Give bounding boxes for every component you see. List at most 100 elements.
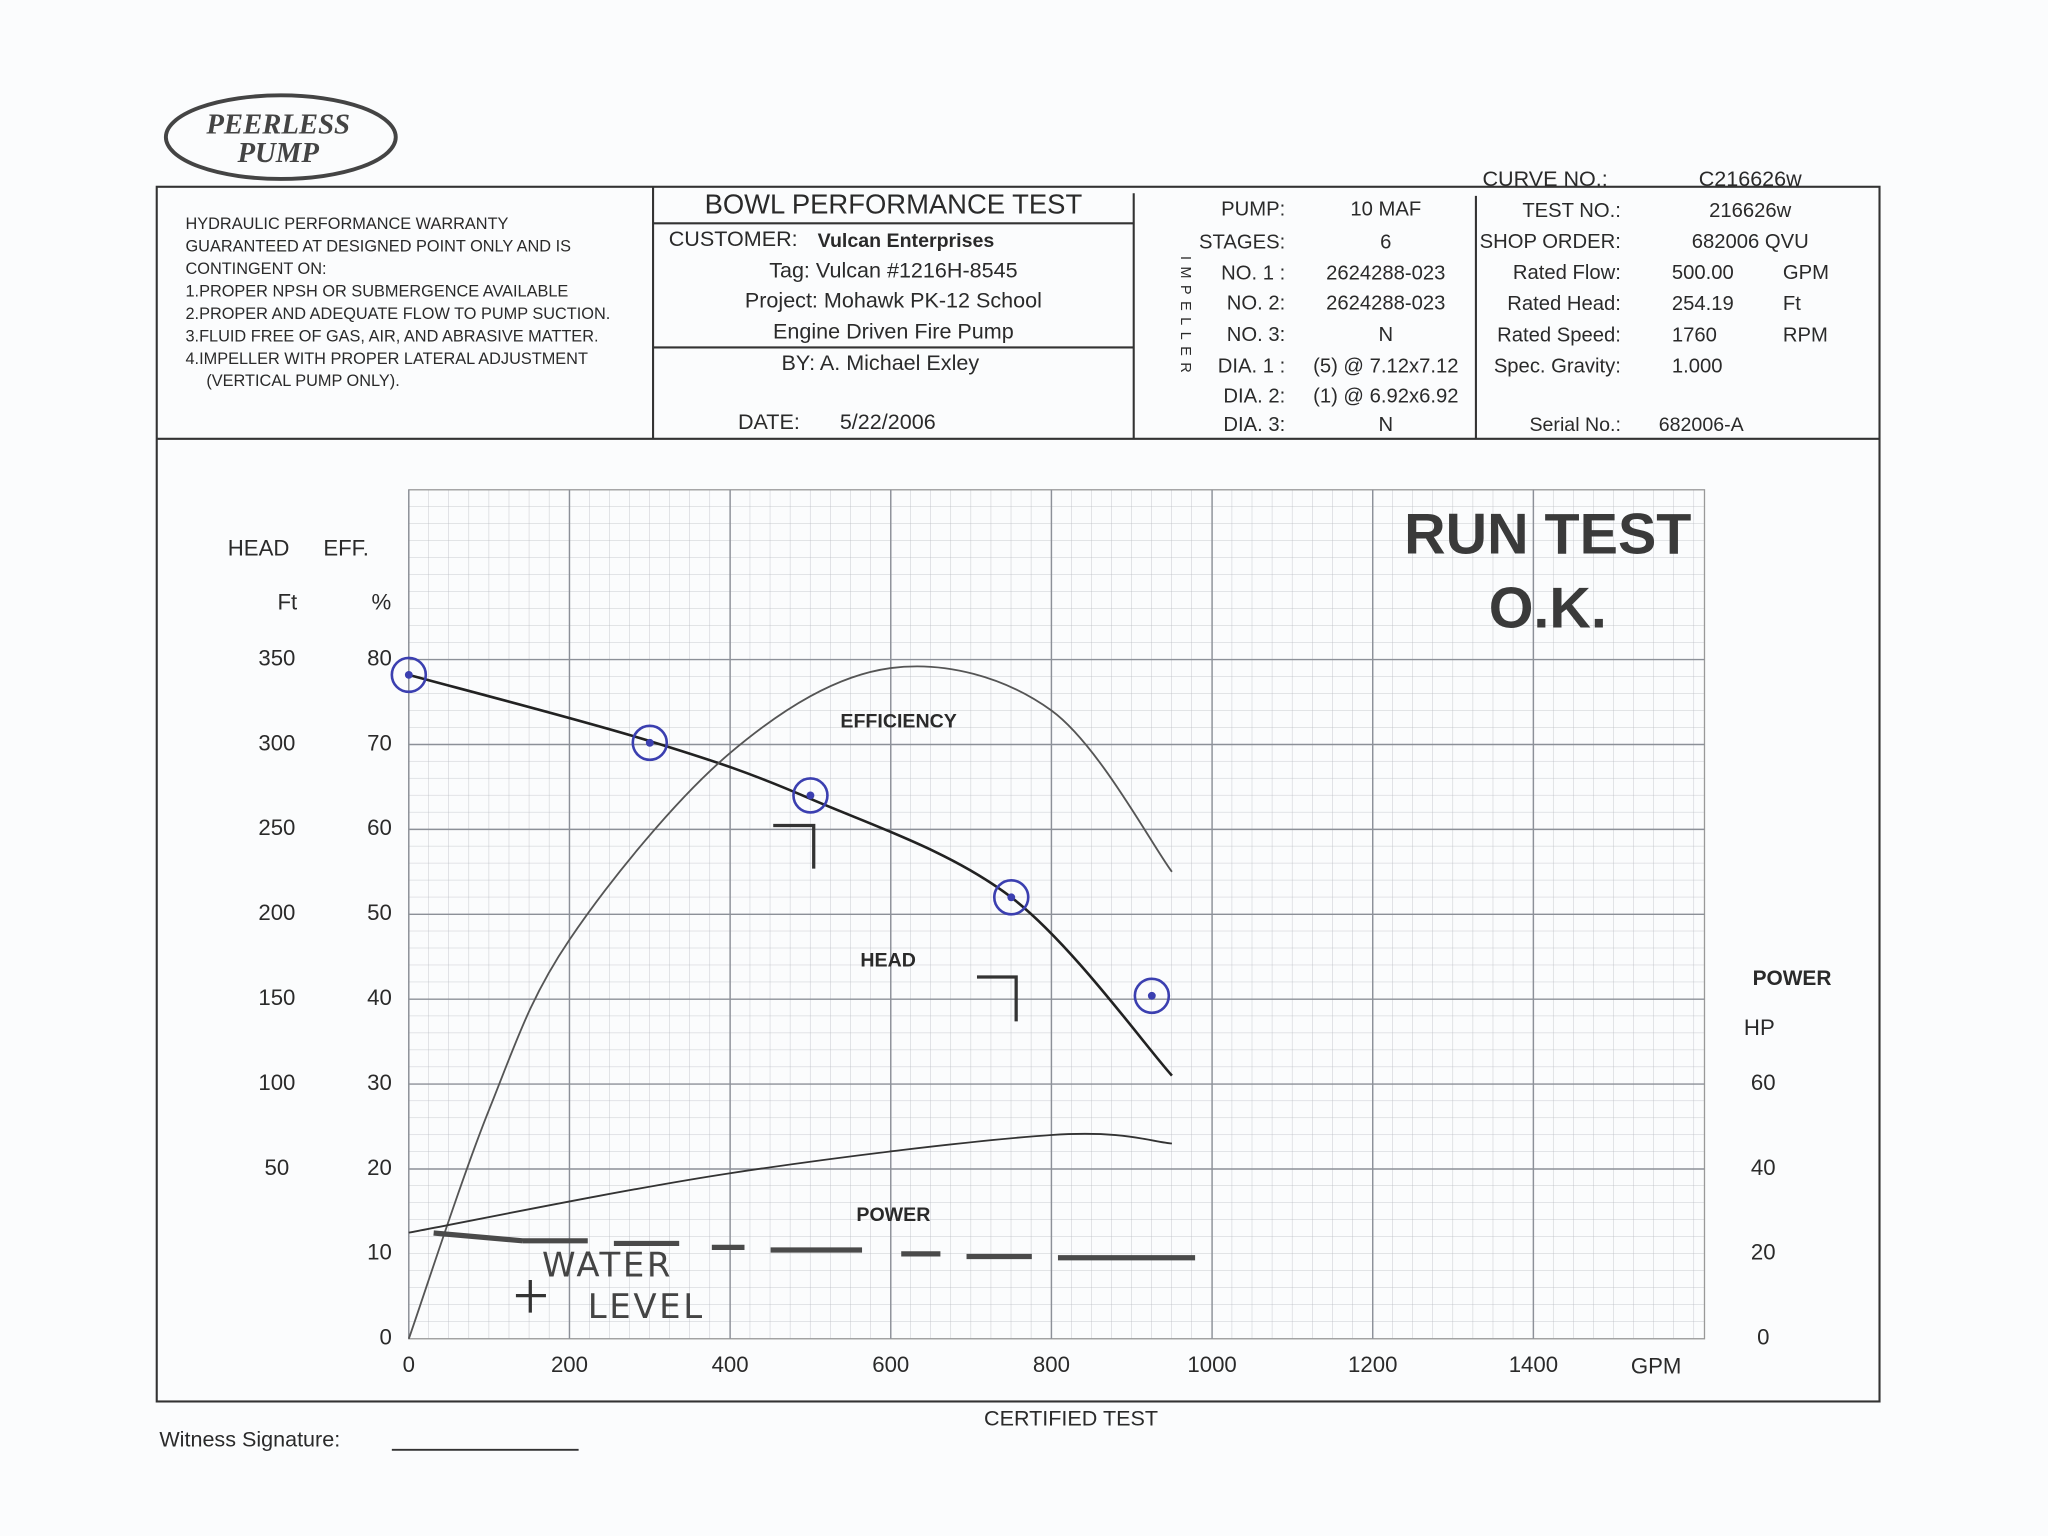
order-value: 1.000 [1672, 355, 1723, 377]
frame [155, 185, 1881, 1403]
x-tick-label: 0 [403, 1352, 415, 1377]
spec-value: 2624288-023 [1326, 293, 1445, 315]
test-point-dot [645, 738, 654, 747]
test-point [792, 777, 829, 814]
test-point-dot [806, 791, 815, 800]
order-unit: Ft [1783, 293, 1801, 315]
warranty-line: HYDRAULIC PERFORMANCE WARRANTY [185, 215, 508, 233]
date: 5/22/2006 [840, 409, 936, 434]
order-unit: RPM [1783, 324, 1828, 346]
curve-label: POWER [856, 1204, 930, 1226]
stamp: O.K. [1489, 577, 1607, 641]
head-tick-label: 350 [258, 645, 295, 670]
axis-title: POWER [1753, 967, 1832, 990]
eff-tick-label: 20 [367, 1155, 392, 1180]
test-point-dot [1147, 991, 1156, 1000]
curve [408, 1132, 1172, 1234]
eff-tick-label: 40 [367, 985, 392, 1010]
chart: 0 200 400 600 800 1000 1200 1400 GPM501001502002… [228, 489, 1832, 1378]
date-label: DATE: [738, 409, 800, 434]
order-label: Rated Flow: [1513, 262, 1621, 284]
order-value: 1760 [1672, 324, 1717, 346]
eff-tick-label: 50 [367, 900, 392, 925]
serial: 682006-A [1659, 414, 1745, 436]
curve-label: EFFICIENCY [840, 710, 956, 732]
order-value: 500.00 [1672, 262, 1734, 284]
spec-value: N [1378, 324, 1393, 346]
order-value: 216626w [1709, 200, 1792, 222]
power-tick-label: 0 [1757, 1325, 1769, 1350]
warranty-line: 2.PROPER AND ADEQUATE FLOW TO PUMP SUCTI… [185, 305, 610, 323]
spec-label: DIA. 1 : [1218, 355, 1285, 377]
order-label: TEST NO.: [1522, 200, 1621, 222]
logo-text: PEERLESS [205, 108, 350, 140]
x-tick-label: 1000 [1187, 1352, 1236, 1377]
warranty-line: CONTINGENT ON: [185, 260, 326, 278]
axis-unit: HP [1744, 1015, 1775, 1040]
order-unit: GPM [1783, 262, 1829, 284]
customer: Vulcan Enterprises [818, 230, 995, 252]
logo-text: PUMP [237, 137, 320, 169]
warranty-line: GUARANTEED AT DESIGNED POINT ONLY AND IS [185, 237, 571, 255]
logo-ring [163, 93, 398, 181]
head-tick-label: 150 [258, 985, 295, 1010]
hand-marks [433, 823, 1196, 1313]
head-tick-label: 200 [258, 900, 295, 925]
axis-title: EFF. [323, 536, 369, 561]
spec-label: NO. 2: [1227, 293, 1285, 315]
spec-label: NO. 3: [1227, 324, 1285, 346]
spec-value: (1) @ 6.92x6.92 [1313, 385, 1458, 407]
order-value: 682006 QVU [1692, 231, 1809, 253]
order-value: 254.19 [1672, 293, 1734, 315]
eff-tick-label: 60 [367, 815, 392, 840]
head-tick-label: 100 [258, 1070, 295, 1095]
water-level: WATER [542, 1245, 673, 1285]
head-tick-label: 250 [258, 815, 295, 840]
warranty-line: (VERTICAL PUMP ONLY). [206, 372, 399, 390]
order-label: Rated Speed: [1497, 324, 1621, 346]
x-tick-label: 400 [712, 1352, 749, 1377]
power-tick-label: 60 [1751, 1070, 1776, 1095]
test-point [992, 879, 1030, 916]
eff-tick-label: 0 [379, 1325, 391, 1350]
impeller-label: IMPELLER [1177, 256, 1193, 379]
head-tick-label: 50 [265, 1155, 290, 1180]
spec-value: 10 MAF [1350, 199, 1421, 221]
tag: Tag: Vulcan #1216H-8545 [769, 257, 1017, 282]
eff-tick-label: 30 [367, 1070, 392, 1095]
order-label: SHOP ORDER: [1480, 231, 1621, 253]
eff-tick-label: 10 [367, 1240, 392, 1265]
serial-label: Serial No.: [1529, 414, 1620, 436]
spec-label: PUMP: [1221, 199, 1285, 221]
test-point-dot [1007, 893, 1016, 902]
specs: PUMP: 10 MAF STAGES: 6 NO. 1 : 2624288-023 NO.… [1199, 199, 1829, 437]
x-tick-label: 1200 [1348, 1352, 1397, 1377]
test-title: BOWL PERFORMANCE TEST [705, 189, 1083, 220]
stamp: RUN TEST [1404, 502, 1691, 566]
customer-label: CUSTOMER: [669, 226, 798, 251]
spec-value: 2624288-023 [1326, 263, 1445, 285]
x-tick-label: 800 [1033, 1352, 1070, 1377]
witness-label: Witness Signature: [159, 1426, 340, 1451]
spec-label: STAGES: [1199, 231, 1285, 253]
warranty: HYDRAULIC PERFORMANCE WARRANTY GUARANTEED… [185, 215, 610, 390]
axis-unit: % [372, 589, 392, 614]
axis-title: HEAD [228, 536, 290, 561]
order-label: Spec. Gravity: [1494, 355, 1621, 377]
test-point-dot [404, 670, 413, 679]
warranty-line: 4.IMPELLER WITH PROPER LATERAL ADJUSTMEN… [185, 350, 587, 368]
power-tick-label: 20 [1751, 1240, 1776, 1265]
project: Project: Mohawk PK-12 School [745, 287, 1042, 312]
description: Engine Driven Fire Pump [773, 319, 1014, 344]
x-axis-unit: GPM [1631, 1353, 1682, 1378]
power-tick-label: 40 [1751, 1155, 1776, 1180]
axis-unit: Ft [277, 589, 297, 614]
head-tick-label: 300 [258, 730, 295, 755]
spec-value: N [1378, 414, 1393, 436]
certified: CERTIFIED TEST [984, 1405, 1158, 1430]
test-point [1133, 977, 1171, 1015]
curve-label: HEAD [860, 949, 915, 971]
spec-value: 6 [1380, 231, 1391, 253]
